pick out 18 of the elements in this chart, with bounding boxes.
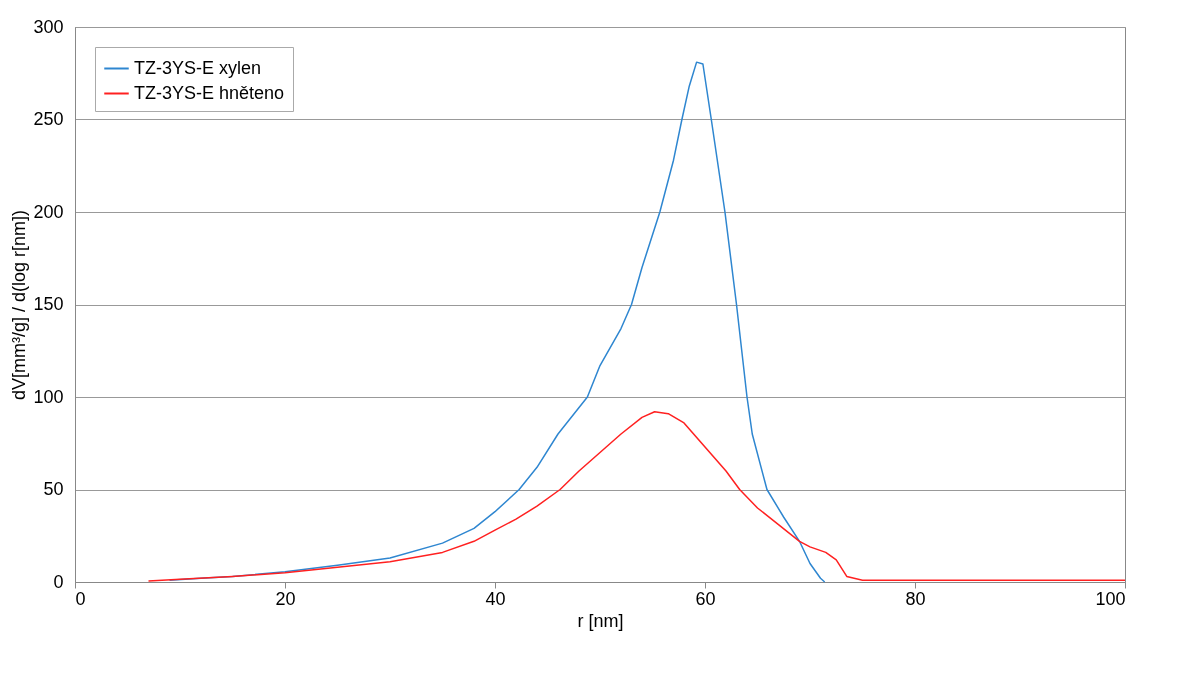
y-tick-label: 200 [33, 201, 64, 222]
x-tick-label: 40 [485, 588, 506, 609]
y-axis-title: dV[mm³/g] / d(log r[nm]) [9, 209, 30, 401]
x-tick-label: 20 [275, 588, 296, 609]
y-tick-label: 0 [53, 571, 64, 592]
y-tick-label: 100 [33, 386, 64, 407]
x-tick-label: 100 [1095, 588, 1126, 609]
y-tick-label: 150 [33, 294, 64, 314]
legend-label: TZ-3YS-E xylen [134, 57, 262, 78]
x-axis-title: r [nm] [577, 610, 624, 631]
y-tick-label: 300 [33, 16, 64, 37]
x-tick-label: 60 [695, 588, 716, 609]
x-tick-label: 80 [905, 588, 926, 609]
line-series [147, 411, 1126, 582]
y-tick-label: 50 [43, 479, 64, 499]
x-tick-label: 0 [75, 588, 86, 609]
legend-label: TZ-3YS-E hněteno [134, 82, 285, 103]
y-tick-label: 250 [33, 109, 64, 129]
